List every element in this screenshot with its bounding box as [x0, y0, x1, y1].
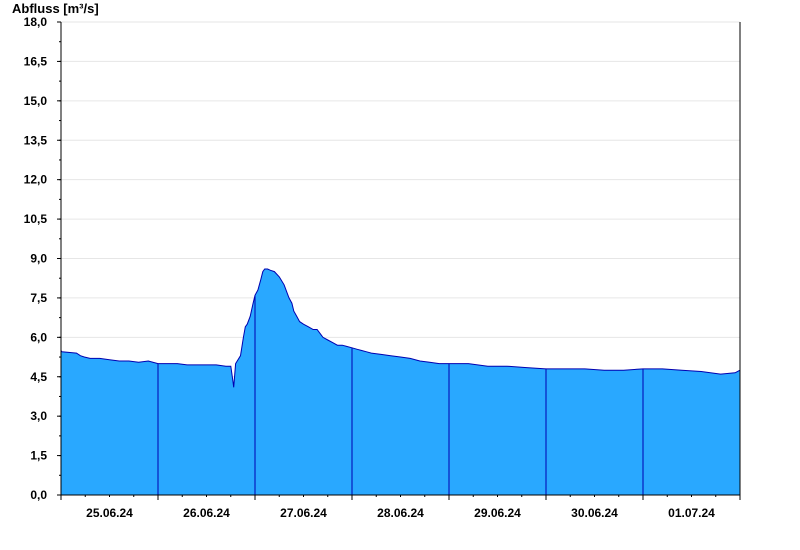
x-tick-label: 30.06.24 [571, 506, 618, 520]
discharge-area [61, 269, 740, 495]
y-tick-label: 12,0 [24, 173, 48, 187]
discharge-line [60, 268, 741, 388]
y-tick-label: 16,5 [24, 54, 48, 68]
x-ticks: 25.06.24 26.06.24 27.06.24 28.06.24 29.06.24… [60, 495, 741, 520]
y-tick-label: 15,0 [24, 94, 48, 108]
y-tick-label: 1,5 [30, 449, 47, 463]
y-tick-label: 9,0 [30, 252, 47, 266]
x-tick-label: 29.06.24 [474, 506, 521, 520]
y-tick-label: 7,5 [30, 291, 47, 305]
y-tick-label: 4,5 [30, 370, 47, 384]
x-tick-label: 26.06.24 [183, 506, 230, 520]
y-tick-label: 3,0 [30, 409, 47, 423]
y-tick-label: 0,0 [30, 488, 47, 502]
x-tick-label: 28.06.24 [377, 506, 424, 520]
y-tick-label: 6,0 [30, 330, 47, 344]
y-ticks: 0,0 1,5 3,0 4,5 6,0 7,5 9,0 10,5 12,0 13,5 15,0 16,… [24, 15, 61, 502]
day-separators [157, 295, 644, 495]
y-tick-label: 10,5 [24, 212, 48, 226]
y-axis-label: Abfluss [m³/s] [12, 1, 99, 16]
x-tick-label: 25.06.24 [86, 506, 133, 520]
x-tick-label: 27.06.24 [280, 506, 327, 520]
x-tick-label: 01.07.24 [668, 506, 715, 520]
y-tick-label: 13,5 [24, 133, 48, 147]
y-tick-label: 18,0 [24, 15, 48, 29]
